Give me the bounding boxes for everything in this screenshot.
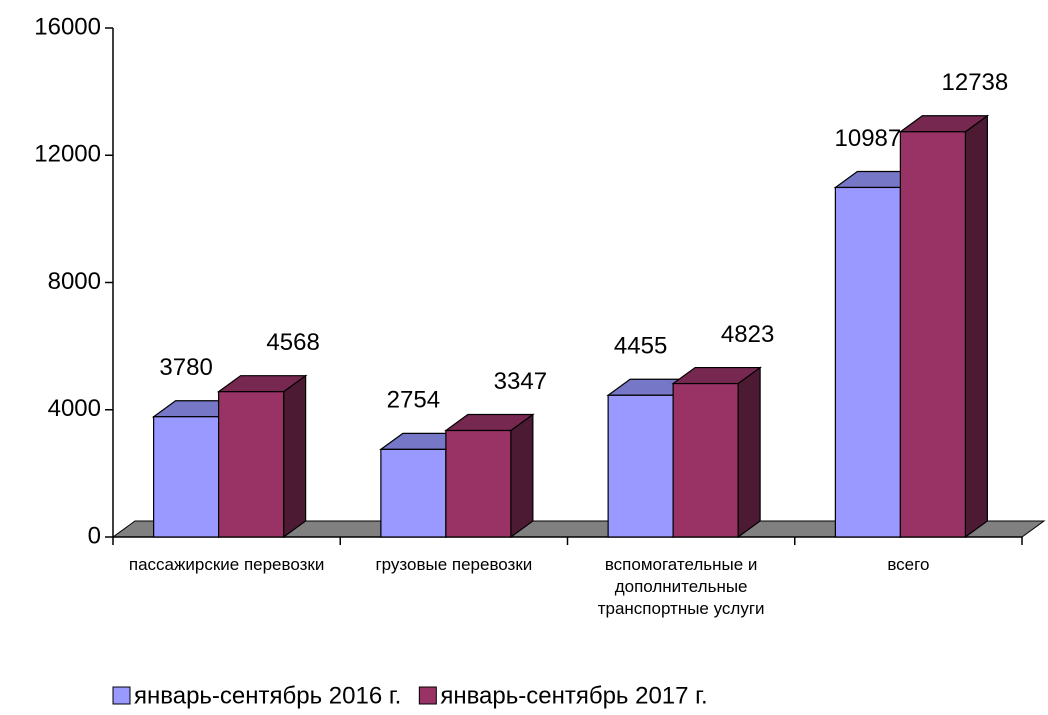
y-tick-label: 8000 — [48, 268, 101, 295]
x-tick-label: пассажирские перевозки — [128, 555, 325, 574]
data-label: 10987 — [835, 125, 902, 152]
bar — [153, 416, 220, 538]
data-label: 3780 — [159, 354, 212, 381]
legend-swatch — [418, 686, 437, 705]
y-tick-label: 4000 — [48, 395, 101, 422]
bar — [445, 429, 512, 538]
bar — [834, 186, 901, 538]
x-tick-label: всего — [887, 555, 930, 574]
data-label: 12738 — [942, 69, 1009, 96]
bar-side — [737, 366, 761, 539]
bar — [218, 391, 285, 538]
bar — [380, 448, 447, 538]
x-tick-label: грузовые перевозки — [375, 555, 533, 574]
y-tick-label: 16000 — [34, 13, 101, 40]
data-label: 4568 — [266, 329, 319, 356]
bar-side — [283, 374, 307, 539]
bar-side — [510, 413, 534, 539]
bar — [607, 394, 674, 538]
bar — [899, 131, 966, 538]
legend-label: январь-сентябрь 2016 г. — [134, 682, 401, 709]
y-tick-label: 0 — [88, 522, 101, 549]
legend-label: январь-сентябрь 2017 г. — [440, 682, 707, 709]
bar — [672, 382, 739, 538]
data-label: 3347 — [494, 368, 547, 395]
x-tick-label: вспомогательные и дополнительные транспо… — [597, 555, 765, 618]
data-label: 2754 — [387, 387, 440, 414]
bar-side — [964, 114, 988, 539]
y-tick-label: 12000 — [34, 141, 101, 168]
data-label: 4455 — [614, 333, 667, 360]
legend-swatch — [112, 686, 131, 705]
data-label: 4823 — [721, 321, 774, 348]
